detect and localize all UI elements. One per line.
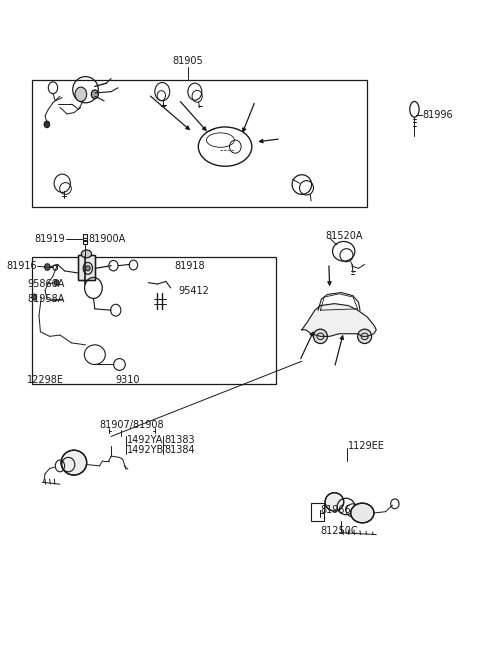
Text: 81900A: 81900A [89, 234, 126, 244]
Ellipse shape [325, 493, 344, 511]
Ellipse shape [81, 250, 92, 258]
Bar [83, 234, 87, 244]
Text: 1129EE: 1129EE [348, 442, 385, 451]
Ellipse shape [45, 263, 50, 270]
Text: 81996: 81996 [423, 110, 454, 120]
Text: 81384: 81384 [165, 445, 195, 455]
Bar [32, 256, 276, 384]
Polygon shape [302, 304, 376, 336]
Text: 81916: 81916 [6, 261, 36, 271]
Text: 95860A: 95860A [27, 279, 65, 289]
Ellipse shape [358, 329, 372, 344]
Text: 1492YB: 1492YB [127, 445, 165, 455]
Ellipse shape [61, 450, 87, 475]
Text: 95412: 95412 [179, 286, 209, 296]
Bar [78, 255, 96, 280]
Text: 81907/81908: 81907/81908 [100, 420, 164, 430]
Text: 12298E: 12298E [27, 374, 64, 384]
Ellipse shape [351, 503, 374, 523]
Bar [311, 503, 324, 522]
Text: 81905: 81905 [172, 55, 203, 66]
Ellipse shape [75, 87, 87, 101]
Text: 81919: 81919 [34, 234, 65, 244]
Text: 81918: 81918 [174, 261, 204, 271]
Text: 81250C: 81250C [321, 526, 358, 536]
Text: 1492YA: 1492YA [127, 435, 164, 445]
Ellipse shape [44, 121, 50, 127]
Text: 81966: 81966 [321, 505, 351, 515]
Ellipse shape [54, 280, 59, 286]
Ellipse shape [32, 294, 36, 300]
Text: 81383: 81383 [165, 435, 195, 445]
Text: 81520A: 81520A [325, 231, 362, 240]
Ellipse shape [91, 90, 98, 99]
Text: 81958A: 81958A [27, 294, 65, 304]
Bar [32, 80, 367, 208]
Ellipse shape [313, 329, 327, 344]
Bar [78, 255, 96, 280]
Ellipse shape [85, 265, 90, 271]
Text: 9310: 9310 [116, 374, 140, 384]
